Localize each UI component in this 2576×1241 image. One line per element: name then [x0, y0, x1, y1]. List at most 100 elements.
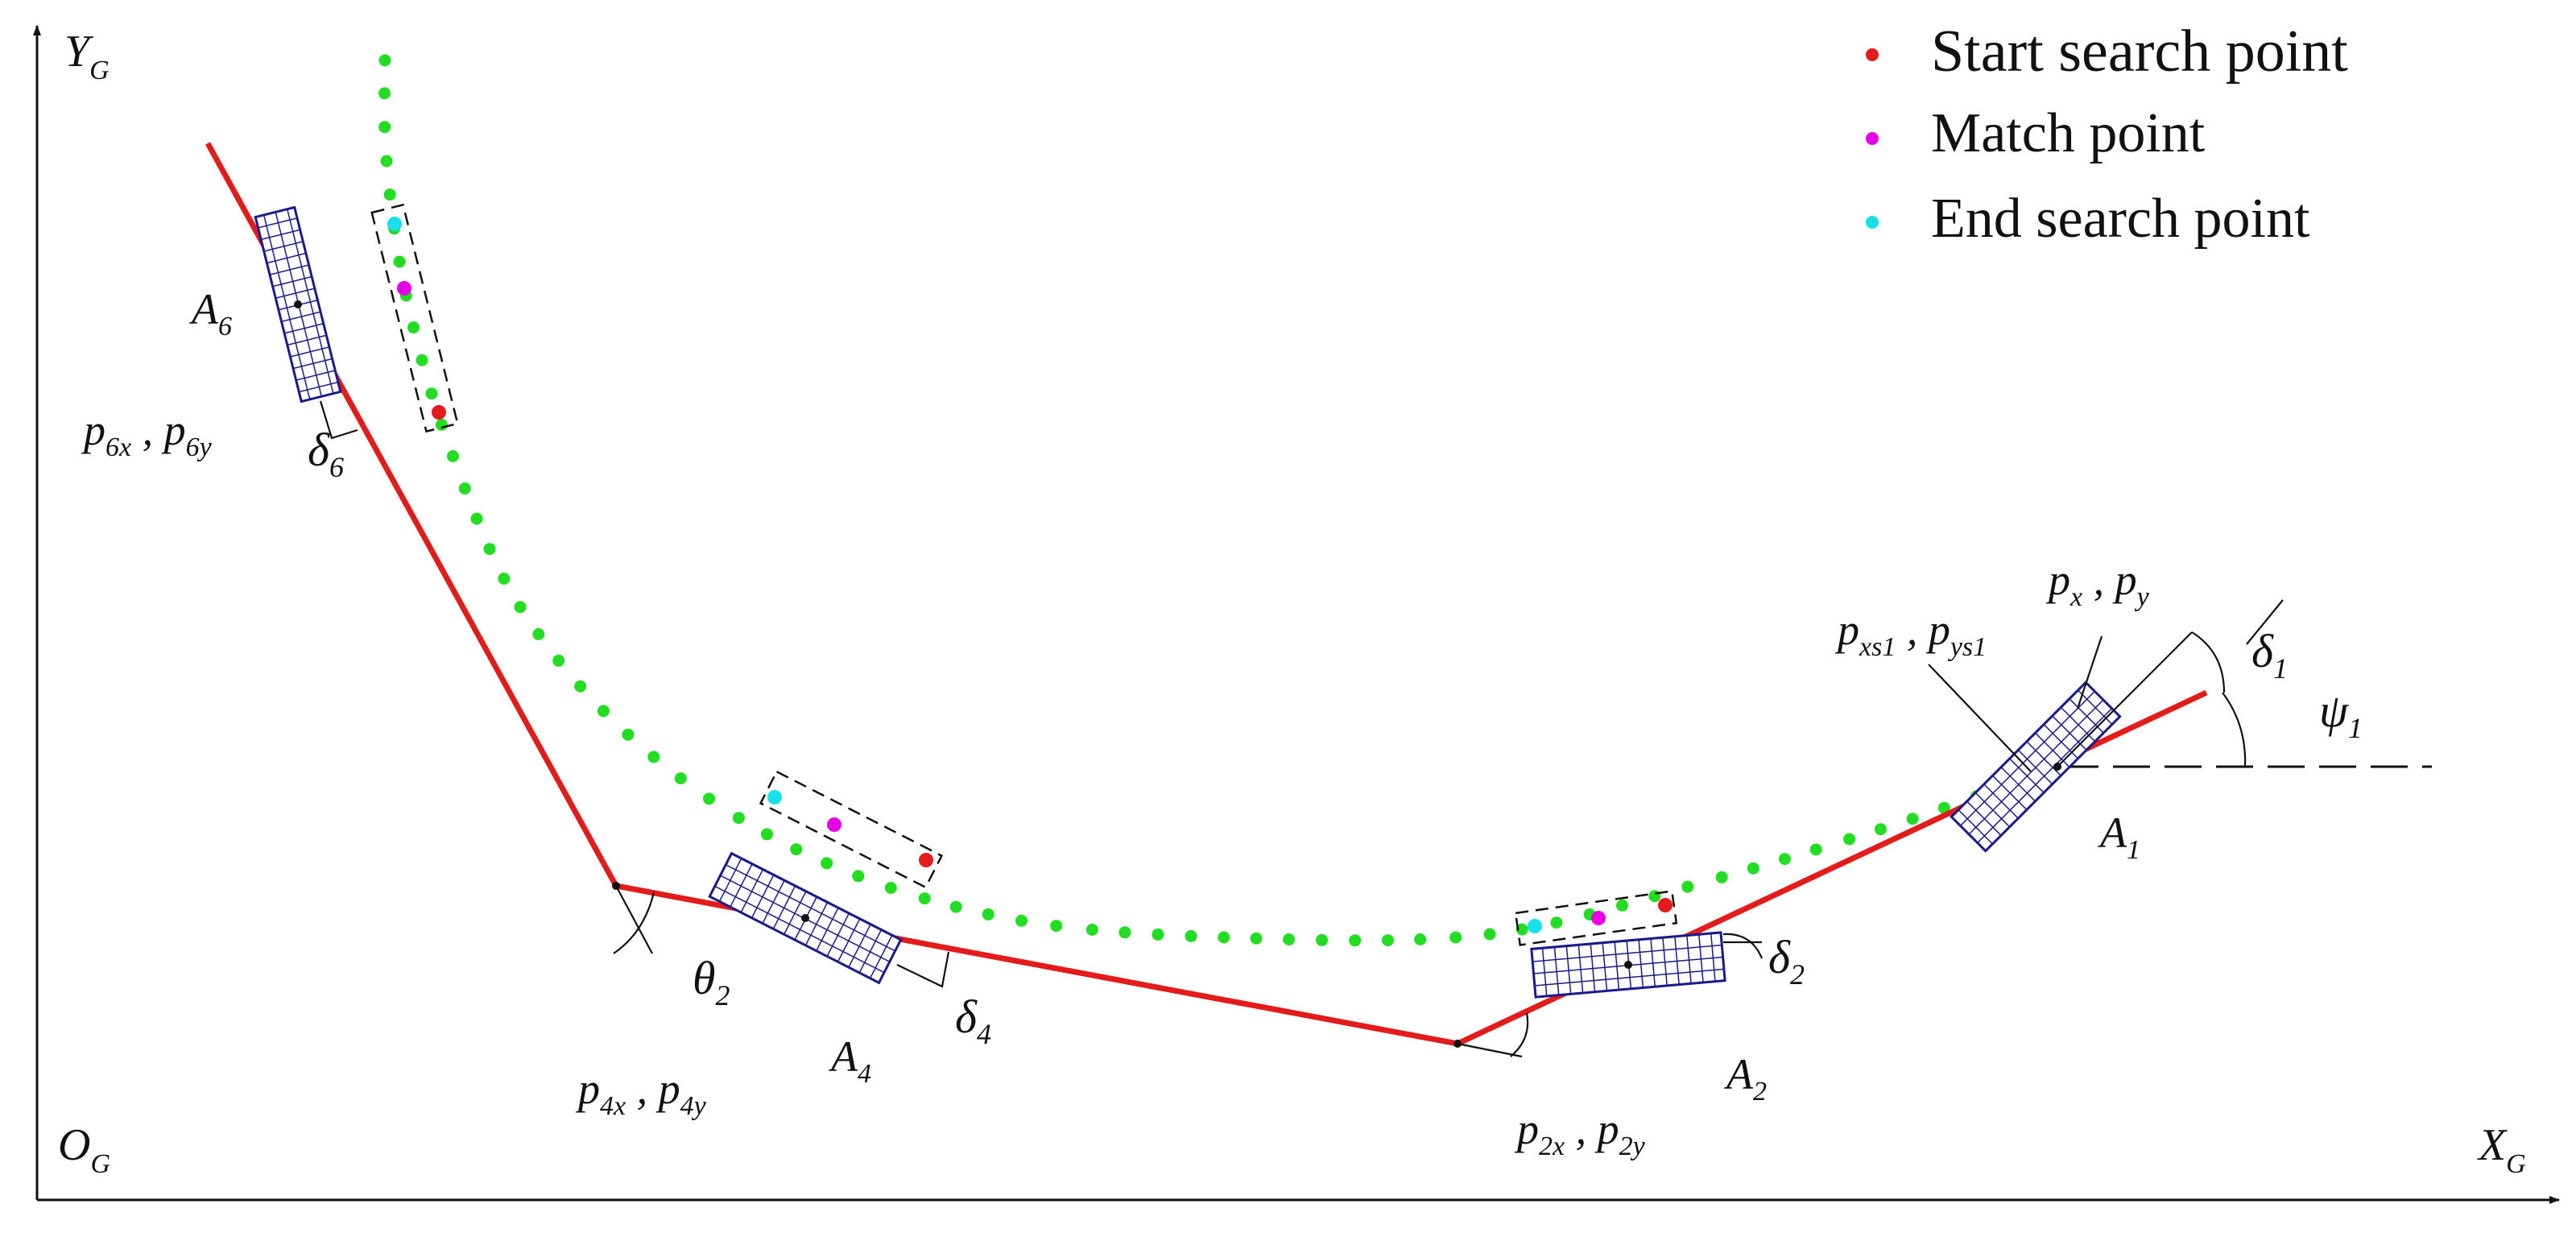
path-dot: [1648, 890, 1661, 903]
label-delta4: δ4: [955, 991, 991, 1050]
path-dot: [470, 512, 483, 525]
path-dot: [1250, 932, 1263, 945]
legend-end-label: End search point: [1931, 188, 2310, 250]
path-dot: [383, 188, 396, 201]
path-dot: [378, 87, 391, 100]
origin-label: OG: [58, 1120, 110, 1179]
center-a6: [294, 300, 302, 308]
label-pxpy: px , py: [2045, 556, 2150, 612]
path-dot: [647, 751, 660, 763]
path-dot: [1681, 880, 1694, 893]
label-p2: p2x , p2y: [1514, 1105, 1646, 1161]
legend-match-swatch: [1866, 132, 1879, 145]
path-dot: [790, 843, 803, 856]
label-pxs1: pxs1 , pys1: [1834, 606, 1987, 662]
legend-end-swatch: [1866, 216, 1879, 229]
path-dot: [821, 857, 833, 870]
path-dot: [1283, 933, 1296, 945]
path-dot: [1015, 914, 1028, 927]
path-dot: [425, 387, 438, 400]
trajectory-line: [205, 142, 2208, 1047]
path-dot: [1218, 931, 1230, 944]
path-dots: [378, 54, 2014, 947]
search-points: [387, 217, 1673, 933]
label-psi1: ψ1: [2319, 685, 2363, 744]
label-a2: A2: [1724, 1050, 1767, 1107]
center-a4: [801, 914, 809, 922]
angle-p2-arc: [1510, 1012, 1529, 1057]
legend-start-label: Start search point: [1931, 19, 2348, 85]
x-axis-label: XG: [2477, 1120, 2526, 1179]
path-dot: [498, 573, 511, 585]
match-point-2: [1591, 911, 1606, 925]
path-dot: [1349, 934, 1362, 947]
path-dot: [622, 728, 635, 741]
path-dot: [416, 354, 428, 366]
path-dot: [446, 450, 459, 462]
path-dot: [380, 155, 393, 168]
path-dot: [760, 828, 773, 841]
start-point-6: [432, 405, 446, 420]
path-dot: [982, 908, 994, 920]
path-dot: [378, 121, 391, 134]
path-dot: [852, 870, 865, 883]
end-point-4: [767, 790, 782, 805]
label-a4: A4: [829, 1032, 871, 1089]
path-dot: [393, 255, 406, 268]
path-dot: [378, 54, 391, 67]
path-dot: [884, 882, 897, 894]
path-dot: [574, 680, 587, 693]
path-dot: [1118, 926, 1131, 939]
path-dot: [1316, 933, 1329, 946]
y-axis-label: YG: [64, 27, 110, 85]
path-dot: [1185, 929, 1197, 942]
path-dot: [1515, 923, 1528, 936]
path-dot: [514, 601, 527, 614]
start-point-4: [919, 853, 933, 867]
delta1-ray: [2057, 631, 2193, 767]
path-dot: [1906, 813, 1919, 825]
path-dot: [1050, 920, 1063, 933]
delta4-mark: [896, 951, 950, 988]
theta2-ext: [615, 885, 653, 954]
path-dot: [532, 628, 545, 640]
delta6-mark: [319, 400, 358, 440]
end-point-2: [1528, 919, 1542, 933]
label-delta2: δ2: [1768, 931, 1805, 991]
search-window-4: [759, 770, 944, 889]
label-delta1: δ1: [2251, 625, 2288, 685]
path-dot: [1382, 934, 1394, 947]
delta2-mark: [1722, 933, 1764, 959]
path-dot: [483, 543, 496, 556]
path-dot: [407, 321, 420, 334]
path-dot: [1414, 933, 1427, 945]
start-point-2: [1658, 898, 1673, 912]
label-p6: p6x , p6y: [81, 406, 213, 462]
label-a1: A1: [2098, 809, 2140, 865]
search-window-6: [370, 203, 459, 433]
match-point-6: [397, 281, 411, 296]
label-a6: A6: [189, 285, 232, 341]
path-dot: [1715, 871, 1728, 883]
label-theta2: θ2: [693, 952, 730, 1011]
path-dot: [703, 792, 715, 805]
angle-p2-ext: [1457, 1042, 1523, 1058]
legend-match-label: Match point: [1931, 102, 2206, 164]
path-dot: [949, 900, 962, 913]
path-dot: [436, 419, 448, 431]
path-dot: [1779, 853, 1791, 866]
legend: Start search point Match point End searc…: [1866, 19, 2348, 250]
path-dot: [1483, 928, 1496, 941]
delta1-tick: [2246, 599, 2284, 645]
path-dot: [732, 812, 745, 825]
path-dot: [1616, 899, 1628, 912]
legend-start-swatch: [1866, 48, 1879, 61]
pointer-pxpy: [2076, 635, 2103, 709]
path-dot: [1085, 924, 1098, 936]
psi1-arc: [2222, 692, 2247, 767]
body-a1: [1950, 680, 2122, 853]
path-dot: [1747, 862, 1759, 875]
match-point-4: [827, 817, 841, 832]
pointer-pxs1: [1928, 664, 2032, 772]
